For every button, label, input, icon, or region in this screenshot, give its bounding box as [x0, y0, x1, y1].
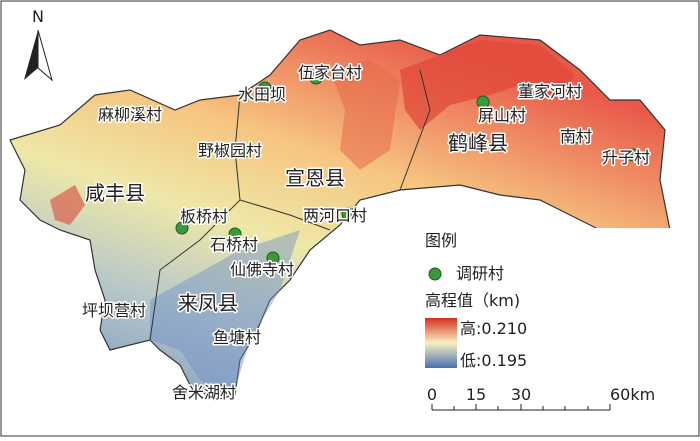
village-label: 野椒园村	[198, 141, 262, 160]
legend-high: 高:0.210	[460, 319, 527, 338]
village-marker	[175, 221, 189, 235]
legend-elevation-title: 高程值（km)	[425, 291, 520, 310]
village-label: 水田坝	[238, 85, 286, 104]
village-label: 两河口村	[303, 206, 367, 225]
village-label: 升子村	[602, 148, 650, 167]
county-label: 宣恩县	[285, 166, 345, 190]
scale-label: 60km	[610, 385, 655, 404]
study-area	[9, 29, 671, 401]
scale-label: 0	[427, 385, 437, 404]
legend-title: 图例	[425, 231, 457, 250]
high-relief	[400, 40, 575, 130]
village-label: 舍米湖村	[172, 383, 236, 402]
county-label: 来凤县	[178, 291, 238, 315]
village-label: 董家河村	[518, 82, 582, 101]
village-marker	[266, 251, 280, 265]
village-marker	[476, 95, 490, 109]
village-label: 麻柳溪村	[98, 105, 162, 124]
village-marker	[211, 383, 225, 397]
village-label: 仙佛寺村	[230, 260, 294, 279]
low-valley	[150, 230, 300, 390]
village-label: 板桥村	[180, 207, 228, 226]
legend-marker	[428, 267, 442, 281]
village-marker	[258, 81, 272, 95]
village-label: 鱼塘村	[213, 328, 261, 347]
village-marker	[626, 148, 640, 162]
village-label: 屏山村	[478, 106, 526, 125]
village-marker	[236, 145, 250, 159]
village-marker	[228, 227, 242, 241]
village-label: 石桥村	[210, 235, 258, 254]
county-label: 鹤峰县	[448, 131, 508, 155]
high-relief	[330, 60, 400, 170]
county-label: 咸丰县	[85, 181, 145, 205]
legend-ramp	[425, 318, 457, 368]
legend-marker-label: 调研村	[456, 264, 504, 283]
county-border	[149, 69, 431, 341]
village-label: 伍家台村	[298, 63, 362, 82]
high-relief	[50, 185, 85, 225]
scale-bar: 0 15 30 60km	[427, 385, 655, 411]
village-label: 南村	[560, 127, 592, 146]
village-marker	[123, 303, 137, 317]
village-label: 坪坝营村	[82, 301, 146, 320]
legend-box	[415, 228, 693, 428]
legend-low: 低:0.195	[460, 351, 527, 370]
scale-label: 30	[511, 385, 531, 404]
village-marker	[309, 71, 323, 85]
village-marker	[341, 207, 355, 221]
village-marker	[570, 130, 584, 144]
scale-label: 15	[466, 385, 486, 404]
north-arrow: N	[24, 7, 53, 82]
legend: 图例 调研村 高程值（km) 高:0.210 低:0.195	[415, 228, 693, 428]
north-label: N	[32, 7, 44, 26]
